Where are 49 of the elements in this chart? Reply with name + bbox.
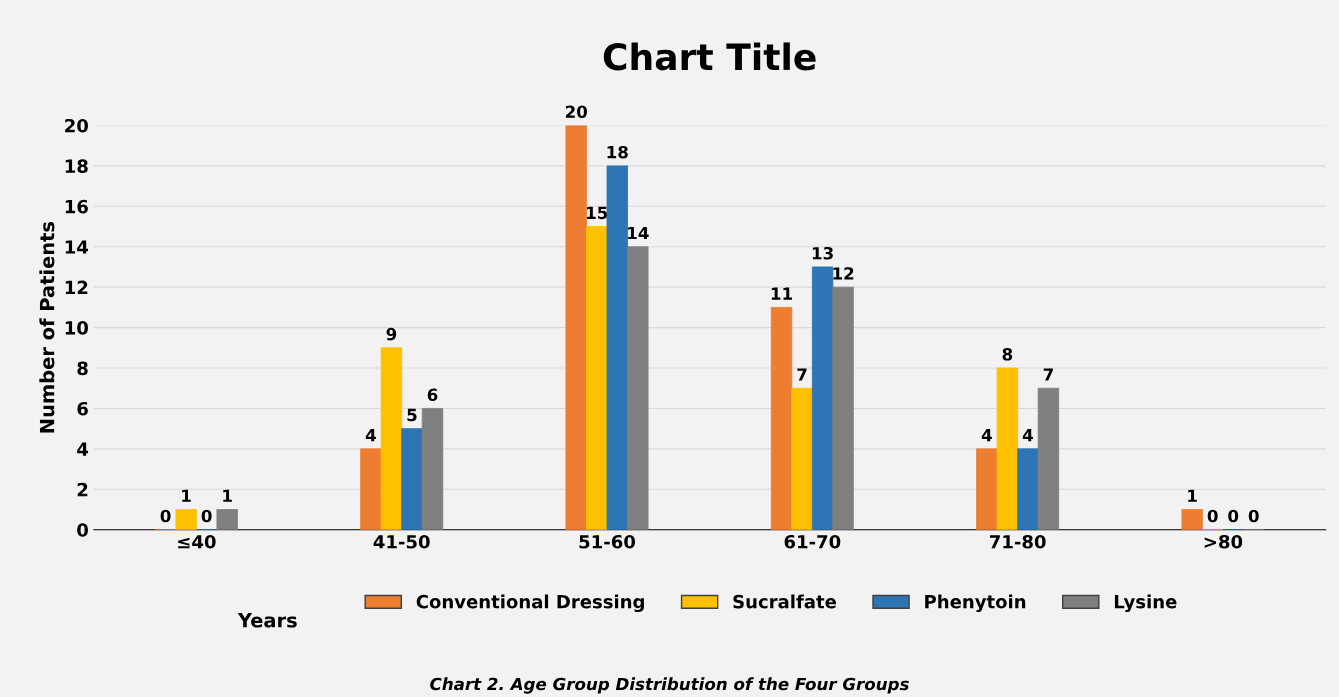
data-label: 8 xyxy=(1002,348,1013,361)
data-label: 1 xyxy=(223,489,232,502)
y-tick-label: 20 xyxy=(65,118,89,133)
data-label: 0 xyxy=(201,509,212,523)
data-label: 1 xyxy=(1188,489,1197,502)
data-label: 5 xyxy=(407,408,417,422)
legend-label: Phenytoin xyxy=(925,594,1026,613)
legend-label: Conventional Dressing xyxy=(416,594,644,613)
data-label: 12 xyxy=(833,267,854,280)
data-label: 6 xyxy=(427,388,438,402)
data-label: 20 xyxy=(565,105,588,119)
data-label: 4 xyxy=(1022,429,1033,442)
chart-title: Chart Title xyxy=(603,42,816,71)
y-axis-title: Number of Patients xyxy=(39,221,55,433)
y-tick-label: 8 xyxy=(77,361,88,376)
data-label: 4 xyxy=(365,429,376,442)
y-tick-label: 0 xyxy=(77,523,89,537)
x-tick-label: 71-80 xyxy=(989,534,1046,549)
y-tick-label: 6 xyxy=(77,401,88,416)
data-label: 11 xyxy=(771,287,792,300)
x-tick-label: 61-70 xyxy=(784,534,841,549)
data-label: 7 xyxy=(1043,368,1053,381)
y-tick-label: 14 xyxy=(65,240,89,254)
x-tick-label: ≤40 xyxy=(178,534,216,549)
data-label: 0 xyxy=(1228,509,1239,523)
data-label: 9 xyxy=(386,327,397,341)
y-tick-label: 12 xyxy=(65,280,88,295)
y-tick-label: 18 xyxy=(65,159,88,173)
x-tick-label: 41-50 xyxy=(373,534,430,549)
data-label: 13 xyxy=(812,246,833,260)
data-label: 0 xyxy=(1207,509,1218,523)
data-label: 0 xyxy=(1248,509,1259,523)
data-label: 1 xyxy=(182,489,191,502)
data-label: 4 xyxy=(981,429,992,442)
x-tick-label: >80 xyxy=(1204,534,1243,549)
y-tick-label: 10 xyxy=(65,321,89,335)
data-label: 14 xyxy=(628,226,649,240)
caption: Chart 2. Age Group Distribution of the Four Groups xyxy=(430,677,909,694)
legend-label: Lysine xyxy=(1114,594,1177,613)
data-label: 0 xyxy=(160,509,171,523)
y-tick-label: 2 xyxy=(77,482,88,497)
data-label: 18 xyxy=(607,145,628,159)
data-label: 7 xyxy=(797,368,807,381)
x-axis-title: Years xyxy=(237,613,297,628)
x-tick-label: 51-60 xyxy=(579,534,636,549)
data-label: 15 xyxy=(587,206,608,220)
y-tick-label: 16 xyxy=(65,199,88,214)
y-tick-label: 4 xyxy=(77,442,89,456)
legend-label: Sucralfate xyxy=(733,594,837,609)
